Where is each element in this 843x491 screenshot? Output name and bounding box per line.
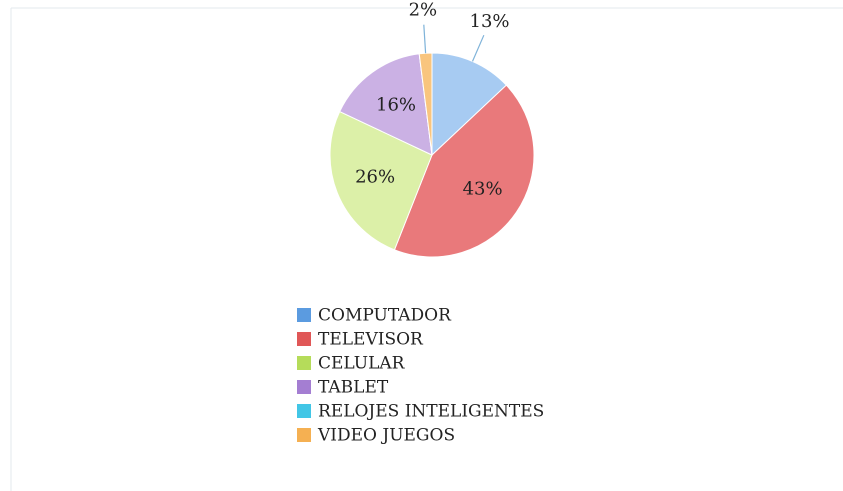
legend-swatch (297, 428, 311, 442)
legend-label: TABLET (318, 378, 389, 398)
legend-swatch (297, 308, 311, 322)
legend-swatch (297, 404, 311, 418)
legend-label: CELULAR (318, 354, 406, 374)
legend-label: TELEVISOR (318, 330, 424, 350)
leader-line (471, 34, 485, 62)
data-label: 2% (409, 0, 438, 20)
legend-label: RELOJES INTELIGENTES (318, 402, 544, 422)
legend-swatch (297, 380, 311, 394)
legend-swatch (297, 332, 311, 346)
legend-label: COMPUTADOR (318, 306, 452, 326)
pie-slice (329, 110, 433, 251)
data-label: 43% (463, 178, 503, 199)
legend-swatch (297, 356, 311, 370)
data-label: 13% (470, 11, 510, 32)
leader-line (423, 24, 427, 54)
data-label: 16% (376, 94, 416, 115)
pie-slice (393, 84, 535, 258)
pie-slice (339, 53, 433, 156)
data-label: 26% (355, 167, 395, 188)
legend-label: VIDEO JUEGOS (317, 426, 455, 446)
